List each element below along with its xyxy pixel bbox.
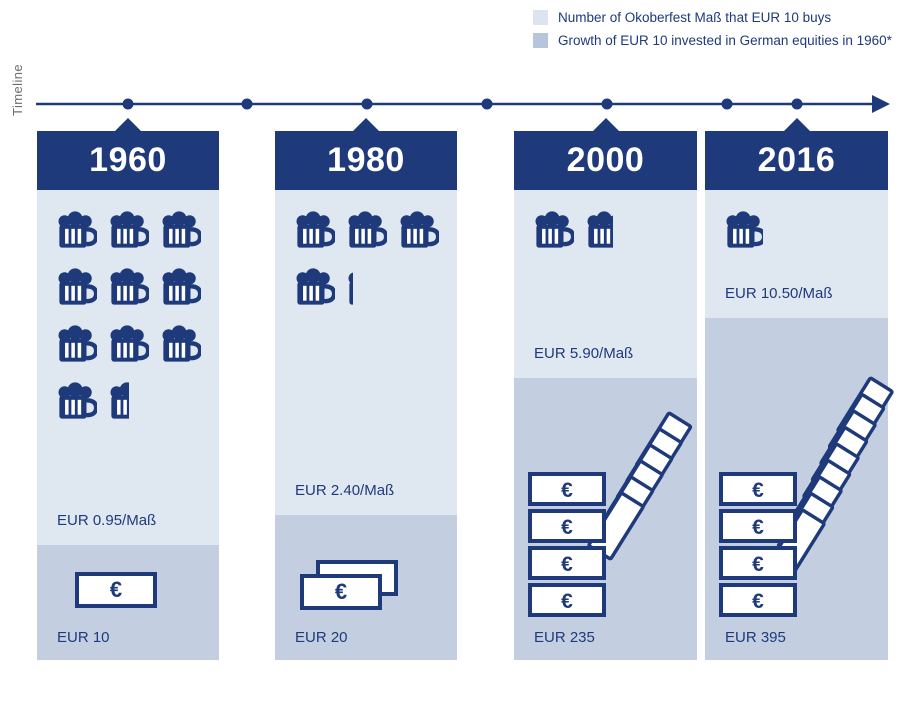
year-label: 2000 — [566, 141, 645, 179]
beer-mug-icon — [397, 210, 439, 252]
investment-value-label: EUR 10 — [57, 629, 110, 646]
banknote-icon — [528, 472, 606, 506]
price-per-mass-label: EUR 0.95/Maß — [57, 512, 157, 529]
equity-section: € € € € EUR 395 — [705, 318, 894, 660]
beer-mug-row — [55, 381, 201, 423]
equity-section: € EUR 20 — [275, 515, 457, 660]
timeline-dot — [122, 98, 134, 110]
partial-beer-mug-icon — [584, 210, 613, 252]
euro-symbol: € — [752, 553, 764, 576]
banknote-icon — [719, 509, 797, 543]
beer-mug-row — [293, 210, 439, 252]
legend-swatch-light-icon — [533, 10, 548, 25]
investment-value-label: EUR 235 — [534, 629, 595, 646]
beer-mug-icon — [159, 210, 201, 252]
beer-mug-icon — [293, 210, 335, 252]
euro-symbol: € — [561, 479, 573, 502]
year-column-1960: 1960 EUR 0.95/Maß € EUR 10 — [37, 118, 219, 660]
year-column-2016: 2016 EUR 10.50/Maß € € € € EUR 395 — [705, 118, 894, 660]
partial-beer-mug-icon — [107, 381, 129, 423]
legend-item-equities: Growth of EUR 10 invested in German equi… — [533, 33, 892, 48]
beer-mug-icon — [293, 267, 335, 309]
year-label: 1960 — [89, 141, 167, 179]
timeline-arrowhead-icon — [872, 95, 890, 113]
year-column-2000: 2000 EUR 5.90/Maß € € € € EUR 235 — [514, 118, 697, 660]
banknote-icon — [528, 583, 606, 617]
timeline-pointer-icon — [783, 118, 810, 131]
euro-symbol: € — [752, 479, 764, 502]
banknote-icon — [719, 583, 797, 617]
legend: Number of Okoberfest Maß that EUR 10 buy… — [533, 10, 892, 56]
beer-section: EUR 2.40/Maß — [275, 190, 457, 515]
banknote-icon: € — [300, 574, 382, 610]
year-header: 1960 — [37, 131, 219, 190]
euro-symbol: € — [752, 516, 764, 539]
beer-mug-icon — [107, 210, 149, 252]
timeline-pointer-icon — [353, 118, 379, 131]
timeline-dot — [791, 98, 803, 110]
beer-mug-icon — [55, 324, 97, 366]
year-header: 2000 — [514, 131, 697, 190]
timeline-dot — [361, 98, 373, 110]
beer-mug-row — [55, 267, 201, 309]
year-label: 1980 — [327, 141, 405, 179]
banknote-icon — [528, 546, 606, 580]
partial-beer-mug-icon — [723, 210, 763, 252]
banknote-icon: € — [75, 572, 157, 608]
banknote-icon — [528, 509, 606, 543]
beer-mug-row — [293, 267, 439, 309]
beer-mug-icon — [159, 267, 201, 309]
partial-beer-mug-icon — [345, 267, 353, 309]
euro-symbol: € — [561, 516, 573, 539]
beer-mug-icon — [345, 210, 387, 252]
year-header: 2016 — [705, 131, 888, 190]
beer-mug-icon — [159, 324, 201, 366]
timeline-pointer-icon — [115, 118, 141, 131]
beer-mug-icon — [532, 210, 574, 252]
price-per-mass-label: EUR 10.50/Maß — [725, 285, 833, 302]
beer-mug-icon — [55, 210, 97, 252]
beer-mug-icon — [107, 324, 149, 366]
beer-mug-row — [55, 324, 201, 366]
investment-value-label: EUR 20 — [295, 629, 348, 646]
beer-mug-icon — [55, 267, 97, 309]
year-column-1980: 1980 EUR 2.40/Maß € EUR 20 — [275, 118, 457, 660]
euro-symbol: € — [752, 590, 764, 613]
banknote-icon — [719, 546, 797, 580]
year-header: 1980 — [275, 131, 457, 190]
price-per-mass-label: EUR 5.90/Maß — [534, 345, 634, 362]
timeline-dot — [481, 98, 493, 110]
year-label: 2016 — [757, 141, 836, 179]
euro-symbol: € — [334, 579, 348, 604]
equity-section: € EUR 10 — [37, 545, 219, 660]
banknote-stack: € € € € — [719, 376, 894, 617]
timeline-dot — [721, 98, 733, 110]
euro-symbol: € — [561, 590, 573, 613]
beer-mug-icon — [107, 267, 149, 309]
beer-mug-icon — [55, 381, 97, 423]
legend-swatch-medium-icon — [533, 33, 548, 48]
legend-item-beer: Number of Okoberfest Maß that EUR 10 buy… — [533, 10, 892, 25]
timeline-dot — [601, 98, 613, 110]
legend-label-beer: Number of Okoberfest Maß that EUR 10 buy… — [558, 10, 832, 25]
banknote-icon — [719, 472, 797, 506]
equity-section: € € € € EUR 235 — [514, 378, 697, 660]
banknote-stack: € € € € — [528, 411, 693, 617]
price-per-mass-label: EUR 2.40/Maß — [295, 482, 395, 499]
beer-section: EUR 5.90/Maß — [514, 190, 697, 378]
beer-mug-row — [532, 210, 679, 252]
beer-mug-row — [723, 210, 870, 252]
timeline-pointer-icon — [592, 118, 619, 131]
investment-value-label: EUR 395 — [725, 629, 786, 646]
beer-section: EUR 0.95/Maß — [37, 190, 219, 545]
timeline-arrow — [36, 95, 890, 113]
euro-symbol: € — [109, 577, 123, 602]
timeline-axis-label: Timeline — [10, 64, 25, 116]
euro-symbol: € — [561, 553, 573, 576]
legend-label-equities: Growth of EUR 10 invested in German equi… — [558, 33, 892, 48]
beer-mug-row — [55, 210, 201, 252]
beer-section: EUR 10.50/Maß — [705, 190, 888, 318]
timeline-dot — [241, 98, 253, 110]
